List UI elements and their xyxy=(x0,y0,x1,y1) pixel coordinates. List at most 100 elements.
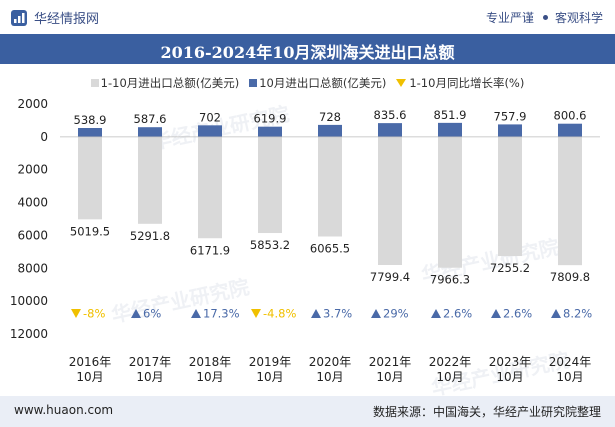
growth-label: 8.2% xyxy=(563,307,592,321)
legend-label-growth: 1-10月同比增长率(%) xyxy=(409,76,525,90)
legend-triangle-icon xyxy=(396,79,407,87)
legend-label-monthly: 10月进出口总额(亿美元) xyxy=(259,76,387,90)
chart-title: 2016-2024年10月深圳海关进出口总额 xyxy=(160,43,455,62)
bar-monthly xyxy=(318,124,342,137)
data-label-cumulative: 5853.2 xyxy=(250,238,290,252)
bar-cumulative xyxy=(438,136,462,268)
growth-label: 17.3% xyxy=(203,307,240,321)
x-tick-label: 2023年 xyxy=(489,355,532,369)
growth-up-triangle-icon xyxy=(311,309,321,318)
x-tick-label: 10月 xyxy=(556,370,583,384)
data-label-monthly: 851.9 xyxy=(434,108,467,122)
brand-name: 华经情报网 xyxy=(34,12,100,27)
growth-label: -8% xyxy=(83,307,105,321)
footer-website[interactable]: www.huaon.com xyxy=(14,403,114,417)
bar-monthly xyxy=(78,128,102,137)
growth-down-triangle-icon xyxy=(251,309,261,318)
data-label-cumulative: 6065.5 xyxy=(310,242,350,256)
growth-label: 6% xyxy=(143,307,161,321)
legend-swatch-monthly xyxy=(249,79,258,87)
y-tick-label: 8000 xyxy=(17,261,48,275)
x-tick-label: 2019年 xyxy=(249,355,292,369)
bar-monthly xyxy=(498,124,522,137)
bar-monthly xyxy=(198,125,222,137)
y-tick-label: 2000 xyxy=(17,97,48,111)
x-tick-label: 2024年 xyxy=(549,355,592,369)
x-tick-label: 2022年 xyxy=(429,355,472,369)
x-tick-label: 2020年 xyxy=(309,355,352,369)
data-label-monthly: 835.6 xyxy=(374,108,407,122)
chart-canvas: 2000 0 2000 4000 6000 8000 10000 12000 538.9 5019… xyxy=(10,97,600,384)
growth-up-triangle-icon xyxy=(371,309,381,318)
legend-item-monthly[interactable]: 10月进出口总额(亿美元) xyxy=(249,75,386,91)
x-tick-label: 10月 xyxy=(196,370,223,384)
bar-cumulative xyxy=(498,136,522,257)
growth-label: 29% xyxy=(383,307,409,321)
data-label-monthly: 619.9 xyxy=(254,112,287,126)
growth-up-triangle-icon xyxy=(491,309,501,318)
tagline-2: 客观科学 xyxy=(554,11,603,25)
legend-label-cumulative: 1-10月进出口总额(亿美元) xyxy=(100,76,240,90)
x-tick-label: 10月 xyxy=(376,370,403,384)
title-bar: 2016-2024年10月深圳海关进出口总额 xyxy=(0,34,615,64)
brand[interactable]: 华经情报网 xyxy=(10,8,99,27)
x-tick-label: 2021年 xyxy=(369,355,412,369)
y-tick-label: 12000 xyxy=(10,327,48,341)
data-label-monthly: 757.9 xyxy=(494,109,527,123)
growth-up-triangle-icon xyxy=(431,309,441,318)
x-tick-label: 10月 xyxy=(496,370,523,384)
data-label-cumulative: 6171.9 xyxy=(190,243,230,257)
legend-item-growth[interactable]: 1-10月同比增长率(%) xyxy=(396,75,524,91)
data-label-cumulative: 5291.8 xyxy=(130,229,170,243)
data-label-cumulative: 7255.2 xyxy=(490,261,530,275)
x-tick-label: 2018年 xyxy=(189,355,232,369)
data-label-cumulative: 7809.8 xyxy=(550,270,590,284)
growth-label: -4.8% xyxy=(263,307,296,321)
y-tick-label: 6000 xyxy=(17,228,48,242)
tagline: 专业严谨 客观科学 xyxy=(486,9,603,26)
footer: www.huaon.com 数据来源：中国海关，华经产业研究院整理 xyxy=(0,396,615,427)
x-tick-label: 10月 xyxy=(136,370,163,384)
data-label-cumulative: 7966.3 xyxy=(430,273,470,287)
chart-legend: 1-10月进出口总额(亿美元) 10月进出口总额(亿美元) 1-10月同比增长率… xyxy=(0,74,615,92)
x-tick-label: 10月 xyxy=(256,370,283,384)
x-tick-label: 10月 xyxy=(316,370,343,384)
brand-logo-icon xyxy=(11,9,27,26)
data-label-monthly: 702 xyxy=(199,110,221,124)
y-tick-label: 10000 xyxy=(10,294,48,308)
x-tick-label: 10月 xyxy=(436,370,463,384)
growth-up-triangle-icon xyxy=(551,309,561,318)
legend-swatch-cumulative xyxy=(90,79,99,87)
bar-cumulative xyxy=(258,136,282,234)
bar-monthly xyxy=(258,126,282,137)
growth-label: 2.6% xyxy=(443,307,472,321)
bar-monthly xyxy=(138,127,162,137)
tagline-1: 专业严谨 xyxy=(485,11,534,25)
bar-cumulative xyxy=(558,136,582,266)
y-tick-label: 2000 xyxy=(17,163,48,177)
bar-cumulative xyxy=(138,136,162,224)
x-tick-label: 2017年 xyxy=(129,355,172,369)
y-tick-label: 0 xyxy=(40,130,48,144)
growth-up-triangle-icon xyxy=(191,309,201,318)
data-label-monthly: 800.6 xyxy=(554,109,587,123)
data-label-monthly: 538.9 xyxy=(74,113,107,127)
bar-cumulative xyxy=(318,136,342,237)
x-tick-label: 2016年 xyxy=(69,355,112,369)
bar-cumulative xyxy=(378,136,402,265)
footer-source: 数据来源：中国海关，华经产业研究院整理 xyxy=(372,405,601,419)
growth-label: 2.6% xyxy=(503,307,532,321)
bar-cumulative xyxy=(198,136,222,239)
data-label-monthly: 587.6 xyxy=(134,112,167,126)
bar-monthly xyxy=(438,122,462,137)
bar-monthly xyxy=(558,123,582,137)
y-tick-label: 4000 xyxy=(17,196,48,210)
bar-cumulative xyxy=(78,136,102,220)
legend-item-cumulative[interactable]: 1-10月进出口总额(亿美元) xyxy=(90,75,240,91)
growth-up-triangle-icon xyxy=(131,309,141,318)
growth-down-triangle-icon xyxy=(71,309,81,318)
separator-dot-icon xyxy=(542,15,548,20)
growth-label: 3.7% xyxy=(323,307,352,321)
bar-monthly xyxy=(378,123,402,137)
data-label-cumulative: 5019.5 xyxy=(70,224,110,238)
